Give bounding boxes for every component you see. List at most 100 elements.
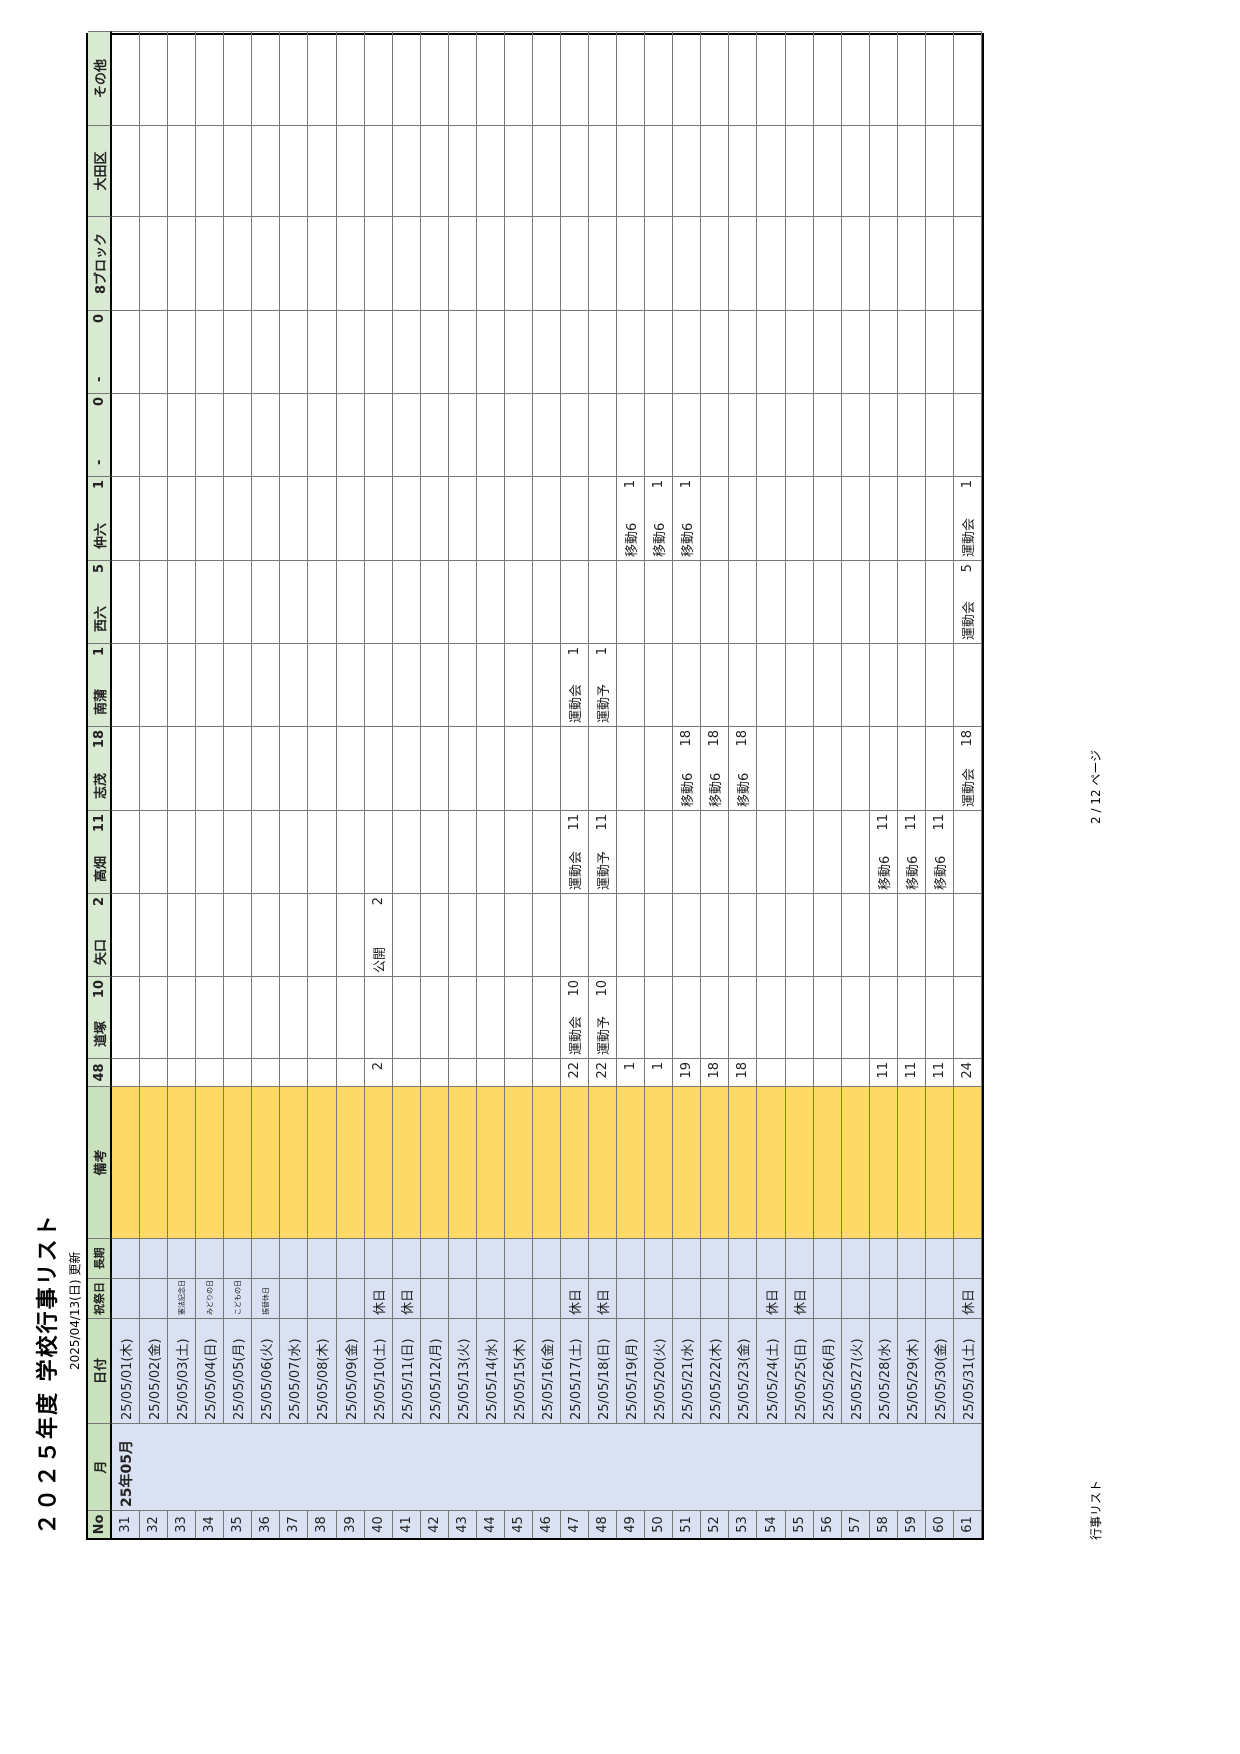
event-cell	[673, 976, 702, 1058]
event-cell: 運動会 1	[561, 643, 590, 726]
header-text: 日付	[93, 1358, 109, 1385]
event-cell	[476, 310, 505, 393]
event-cell: 公開 2	[364, 893, 393, 976]
event-cell	[673, 31, 702, 125]
event-cell	[364, 560, 393, 643]
long-cell	[561, 1238, 590, 1278]
school-count: 0	[91, 314, 107, 324]
holiday: 休日	[400, 1288, 416, 1315]
event-cell	[869, 560, 898, 643]
note-cell	[617, 1086, 646, 1238]
month-cell	[953, 1423, 982, 1510]
event-cell	[168, 810, 197, 893]
event-cell	[645, 810, 674, 893]
event-cell	[448, 31, 477, 125]
long-cell	[925, 1238, 954, 1278]
date: 25/05/29(木)	[905, 1338, 921, 1420]
holiday-cell	[308, 1278, 337, 1318]
event-cell	[336, 893, 365, 976]
holiday-cell	[645, 1278, 674, 1318]
event-cell	[364, 125, 393, 216]
event-cell	[504, 560, 533, 643]
month-cell	[645, 1423, 674, 1510]
holiday-cell	[869, 1278, 898, 1318]
event-cell	[252, 476, 281, 560]
event-cell	[504, 476, 533, 560]
event-cell: 運動会 11	[561, 810, 590, 893]
event-cell	[617, 393, 646, 476]
event-cell: 運動予 10	[589, 976, 618, 1058]
event-cell	[280, 810, 309, 893]
holiday-cell: 休日	[392, 1278, 421, 1318]
event-cell	[673, 810, 702, 893]
holiday: 休日	[765, 1288, 781, 1315]
row-no: 51	[679, 1516, 695, 1533]
event-text: 移動6	[709, 772, 725, 807]
event-cell	[112, 216, 141, 310]
event-cell: 移動6 1	[617, 476, 646, 560]
event-cell	[561, 560, 590, 643]
event-cell	[224, 125, 253, 216]
event-cell	[532, 31, 562, 125]
date-cell: 25/05/27(火)	[841, 1318, 870, 1423]
school-name: 大田区	[93, 151, 109, 191]
event-cell	[813, 125, 842, 216]
event-cell	[140, 310, 169, 393]
event-cell	[168, 31, 197, 125]
event-cell	[112, 726, 141, 810]
event-cell	[757, 31, 786, 125]
event-cell	[953, 216, 982, 310]
long-cell	[701, 1238, 730, 1278]
long-cell	[336, 1238, 365, 1278]
event-cell	[645, 560, 674, 643]
long-cell	[617, 1238, 646, 1278]
row-no: 56	[819, 1516, 835, 1533]
date-cell: 25/05/05(月)	[224, 1318, 253, 1423]
event-cell	[336, 125, 365, 216]
event-cell	[112, 31, 141, 125]
total-cell: 1	[617, 1058, 646, 1086]
event-cell	[224, 310, 253, 393]
total-cell: 2	[364, 1058, 393, 1086]
event-cell	[645, 976, 674, 1058]
total-cell	[392, 1058, 421, 1086]
event-cell	[476, 476, 505, 560]
event-cell	[224, 393, 253, 476]
event-cell	[308, 893, 337, 976]
event-cell	[729, 560, 758, 643]
date-cell: 25/05/01(木)	[112, 1318, 141, 1423]
school-header: 西六 5	[88, 560, 112, 643]
event-cell: 運動予 1	[589, 643, 618, 726]
event-cell	[196, 393, 225, 476]
month-cell	[140, 1423, 169, 1510]
event-count: 1	[623, 480, 639, 489]
event-cell	[729, 976, 758, 1058]
holiday-cell: 休日	[561, 1278, 590, 1318]
event-cell	[308, 31, 337, 125]
event-cell	[785, 216, 814, 310]
event-cell	[504, 726, 533, 810]
date-cell: 25/05/25(日)	[785, 1318, 814, 1423]
row-no: 38	[314, 1516, 330, 1533]
event-cell	[925, 310, 954, 393]
date-cell: 25/05/28(水)	[869, 1318, 898, 1423]
month-cell	[869, 1423, 898, 1510]
event-cell	[112, 560, 141, 643]
event-cell	[140, 976, 169, 1058]
no-cell: 53	[729, 1510, 758, 1538]
event-cell	[701, 476, 730, 560]
long-cell	[140, 1238, 169, 1278]
event-cell	[392, 726, 421, 810]
note-cell	[673, 1086, 702, 1238]
row-no: 61	[959, 1516, 975, 1533]
event-cell	[617, 31, 646, 125]
row-no: 58	[875, 1516, 891, 1533]
event-cell	[224, 643, 253, 726]
event-cell	[448, 893, 477, 976]
event-text: 運動会	[961, 600, 977, 640]
event-cell	[504, 976, 533, 1058]
event-cell	[841, 125, 870, 216]
event-count: 10	[567, 980, 583, 997]
event-cell	[532, 560, 562, 643]
holiday: 休日	[793, 1288, 809, 1315]
